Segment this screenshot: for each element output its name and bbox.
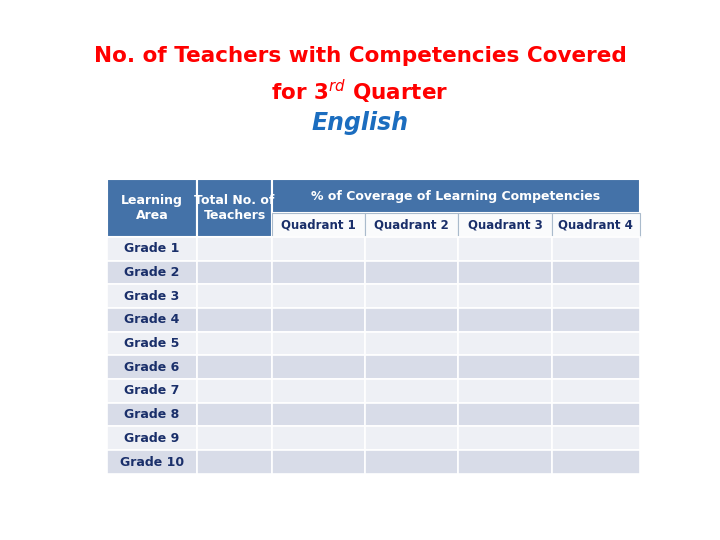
Bar	[365, 403, 459, 427]
Bar	[552, 450, 639, 474]
Bar	[365, 213, 459, 237]
Bar	[365, 237, 459, 260]
Bar	[197, 308, 272, 332]
Text: Grade 7: Grade 7	[125, 384, 180, 397]
Text: Grade 5: Grade 5	[125, 337, 180, 350]
Text: Grade 2: Grade 2	[125, 266, 180, 279]
Bar	[459, 284, 552, 308]
Bar	[552, 427, 639, 450]
Bar	[365, 284, 459, 308]
Bar	[365, 355, 459, 379]
Bar	[552, 379, 639, 403]
Bar	[272, 260, 365, 284]
Bar	[459, 237, 552, 260]
Bar	[197, 260, 272, 284]
Bar	[365, 332, 459, 355]
Bar	[272, 379, 365, 403]
Bar	[197, 403, 272, 427]
Bar	[107, 179, 197, 237]
Bar	[552, 237, 639, 260]
Bar	[107, 260, 197, 284]
Bar	[107, 379, 197, 403]
Bar	[365, 308, 459, 332]
Bar	[272, 355, 365, 379]
Text: Learning
Area: Learning Area	[121, 194, 183, 222]
Bar	[107, 332, 197, 355]
Bar	[197, 427, 272, 450]
Bar	[365, 379, 459, 403]
Bar	[552, 355, 639, 379]
Bar	[552, 284, 639, 308]
Bar	[459, 308, 552, 332]
Bar	[107, 355, 197, 379]
Text: Grade 8: Grade 8	[125, 408, 180, 421]
Bar	[552, 213, 639, 237]
Bar	[272, 179, 639, 213]
Bar	[459, 260, 552, 284]
Text: Grade 9: Grade 9	[125, 432, 180, 445]
Text: Grade 6: Grade 6	[125, 361, 180, 374]
Bar	[272, 237, 365, 260]
Bar	[107, 308, 197, 332]
Bar	[272, 450, 365, 474]
Bar	[459, 427, 552, 450]
Bar	[365, 260, 459, 284]
Bar	[459, 403, 552, 427]
Text: for 3$^{rd}$ Quarter: for 3$^{rd}$ Quarter	[271, 78, 449, 106]
Text: Quadrant 1: Quadrant 1	[282, 219, 356, 232]
Bar	[197, 332, 272, 355]
Bar	[459, 450, 552, 474]
Bar	[272, 284, 365, 308]
Bar	[552, 403, 639, 427]
Text: English: English	[312, 111, 408, 134]
Bar	[552, 260, 639, 284]
Text: Grade 3: Grade 3	[125, 289, 180, 302]
Bar	[272, 213, 365, 237]
Text: Quadrant 3: Quadrant 3	[468, 219, 542, 232]
Bar	[197, 355, 272, 379]
Text: Total No. of
Teachers: Total No. of Teachers	[194, 194, 275, 222]
Bar	[107, 237, 197, 260]
Bar	[459, 332, 552, 355]
Text: No. of Teachers with Competencies Covered: No. of Teachers with Competencies Covere…	[94, 46, 626, 66]
Bar	[107, 284, 197, 308]
Text: Quadrant 4: Quadrant 4	[558, 219, 633, 232]
Bar	[197, 237, 272, 260]
Bar	[107, 427, 197, 450]
Bar	[552, 308, 639, 332]
Bar	[552, 332, 639, 355]
Bar	[365, 450, 459, 474]
Bar	[272, 332, 365, 355]
Text: Grade 1: Grade 1	[125, 242, 180, 255]
Bar	[272, 427, 365, 450]
Bar	[107, 403, 197, 427]
Bar	[272, 403, 365, 427]
Text: Grade 4: Grade 4	[125, 313, 180, 326]
Bar	[272, 308, 365, 332]
Bar	[197, 179, 272, 237]
Bar	[459, 213, 552, 237]
Bar	[459, 355, 552, 379]
Text: Grade 10: Grade 10	[120, 456, 184, 469]
Bar	[459, 379, 552, 403]
Bar	[107, 450, 197, 474]
Text: Quadrant 2: Quadrant 2	[374, 219, 449, 232]
Bar	[197, 379, 272, 403]
Bar	[197, 284, 272, 308]
Bar	[365, 427, 459, 450]
Bar	[197, 450, 272, 474]
Text: % of Coverage of Learning Competencies: % of Coverage of Learning Competencies	[311, 190, 600, 202]
